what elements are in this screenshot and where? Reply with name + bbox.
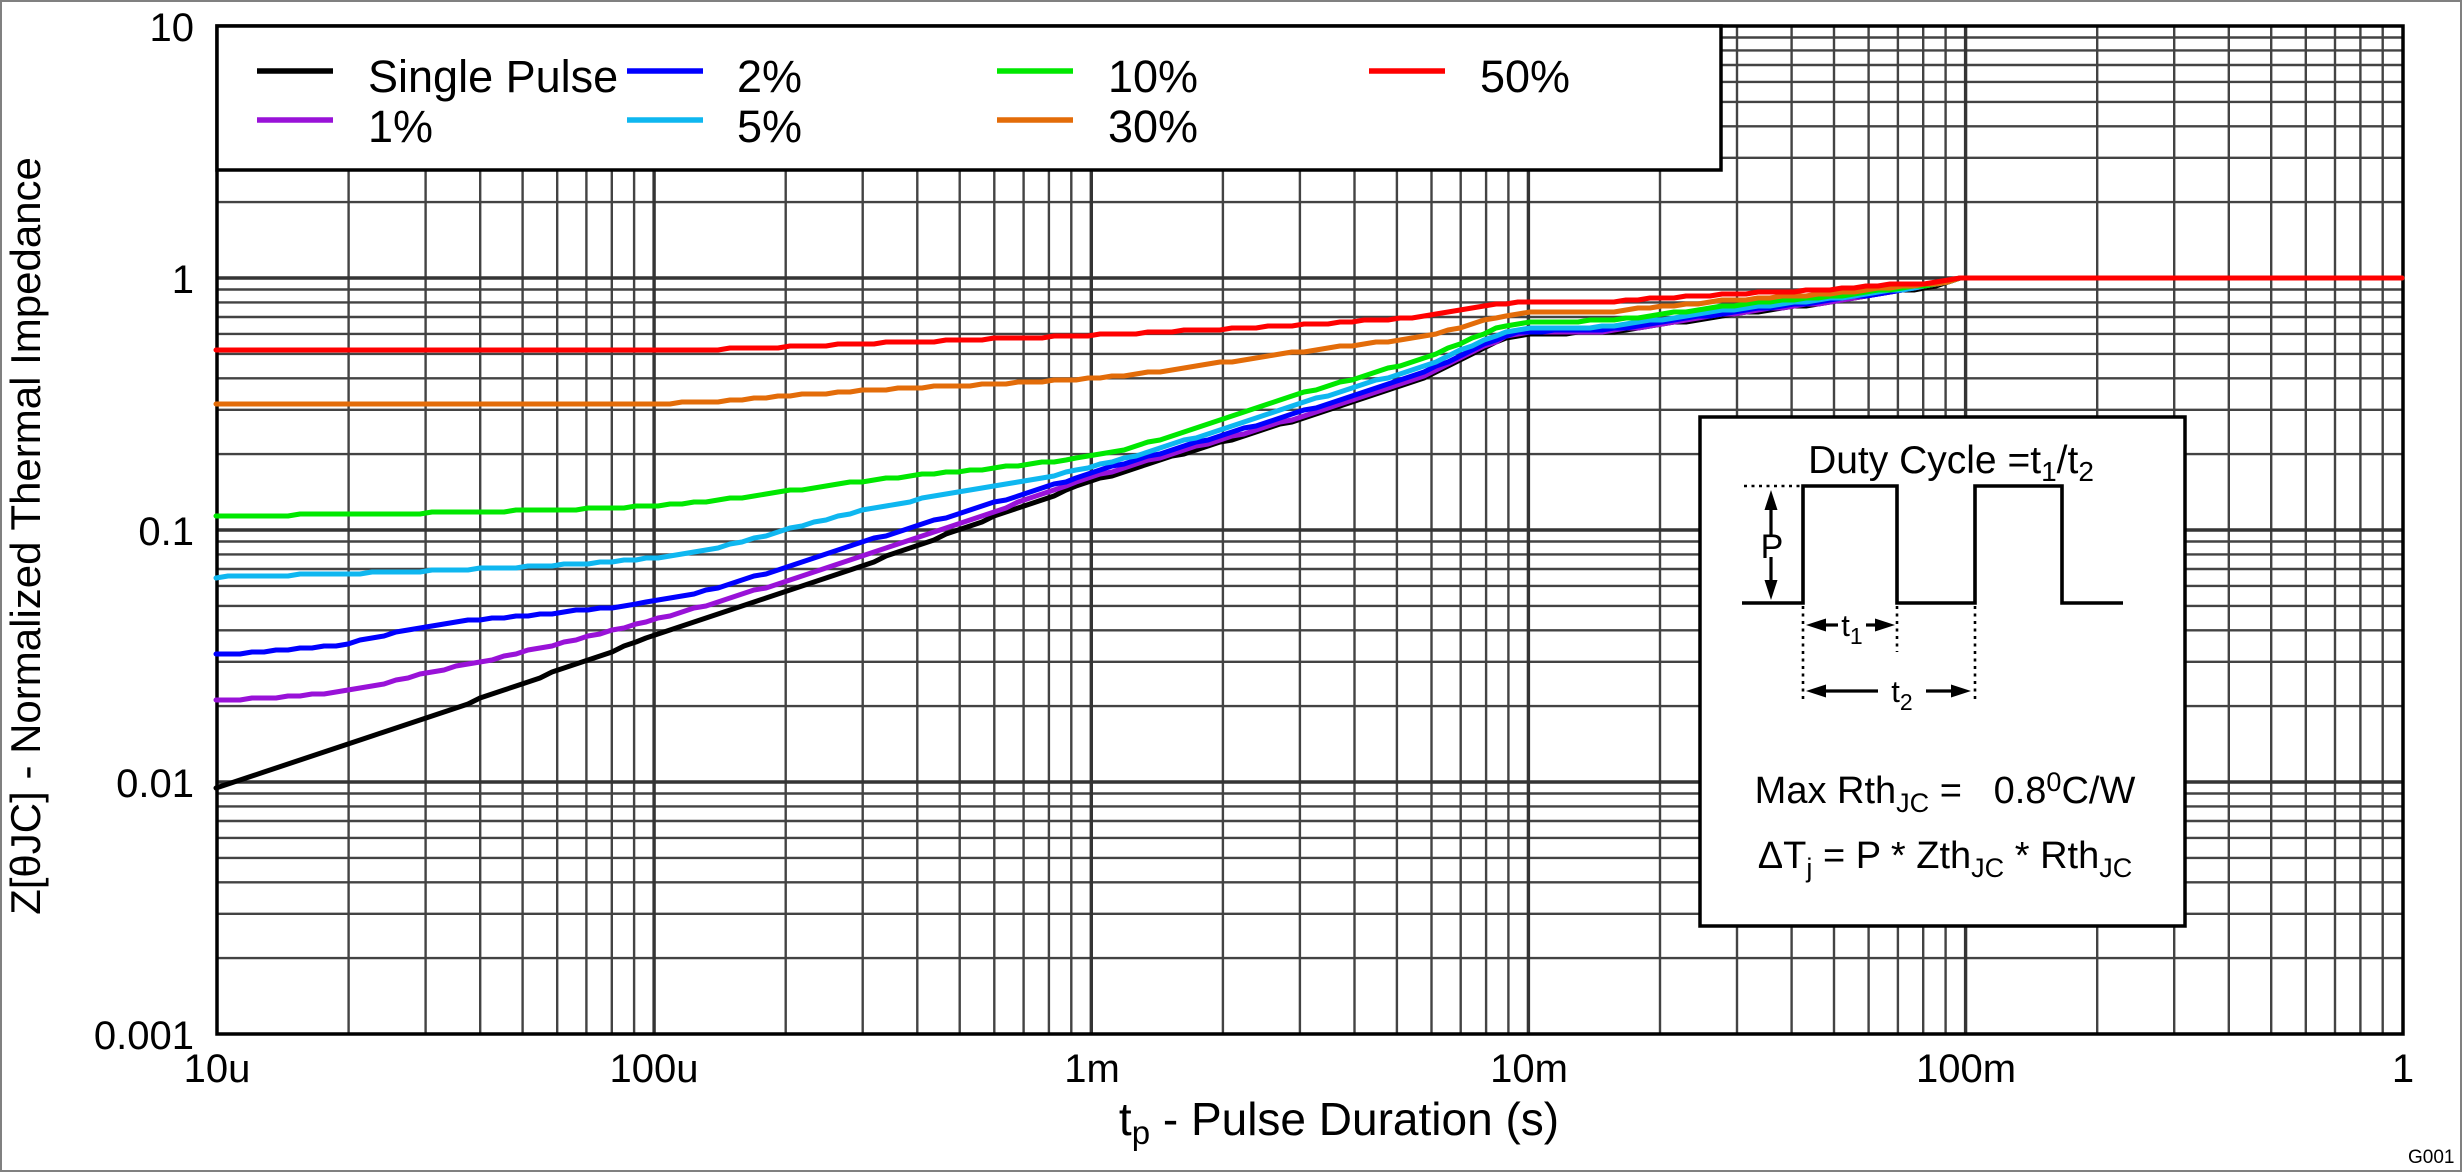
svg-text:0.1: 0.1 [138, 510, 194, 554]
svg-text:1%: 1% [368, 101, 433, 152]
svg-text:1m: 1m [1064, 1047, 1120, 1091]
svg-text:100m: 100m [1916, 1047, 2016, 1091]
svg-text:5%: 5% [737, 101, 802, 152]
svg-text:0.001: 0.001 [94, 1014, 194, 1058]
svg-text:100u: 100u [610, 1047, 699, 1091]
svg-text:G001: G001 [2408, 1147, 2454, 1168]
svg-text:10m: 10m [1490, 1047, 1568, 1091]
svg-text:ΔTj = P * ZthJC * RthJC: ΔTj = P * ZthJC * RthJC [1758, 835, 2132, 883]
svg-text:Single Pulse: Single Pulse [368, 51, 618, 102]
svg-text:P: P [1761, 528, 1784, 566]
svg-text:10%: 10% [1108, 51, 1198, 102]
svg-text:30%: 30% [1108, 101, 1198, 152]
svg-text:tp - Pulse Duration (s): tp - Pulse Duration (s) [1119, 1093, 1559, 1151]
svg-text:10: 10 [150, 6, 195, 50]
svg-text:1: 1 [172, 258, 194, 302]
svg-text:Max RthJC = 0.80C/W: Max RthJC = 0.80C/W [1755, 767, 2136, 818]
svg-text:50%: 50% [1480, 51, 1570, 102]
svg-text:10u: 10u [184, 1047, 251, 1091]
svg-text:0.01: 0.01 [116, 762, 194, 806]
svg-text:Z[θJC] - Normalized Thermal Im: Z[θJC] - Normalized Thermal Impedance [2, 157, 49, 915]
svg-text:2%: 2% [737, 51, 802, 102]
svg-text:1: 1 [2392, 1047, 2414, 1091]
